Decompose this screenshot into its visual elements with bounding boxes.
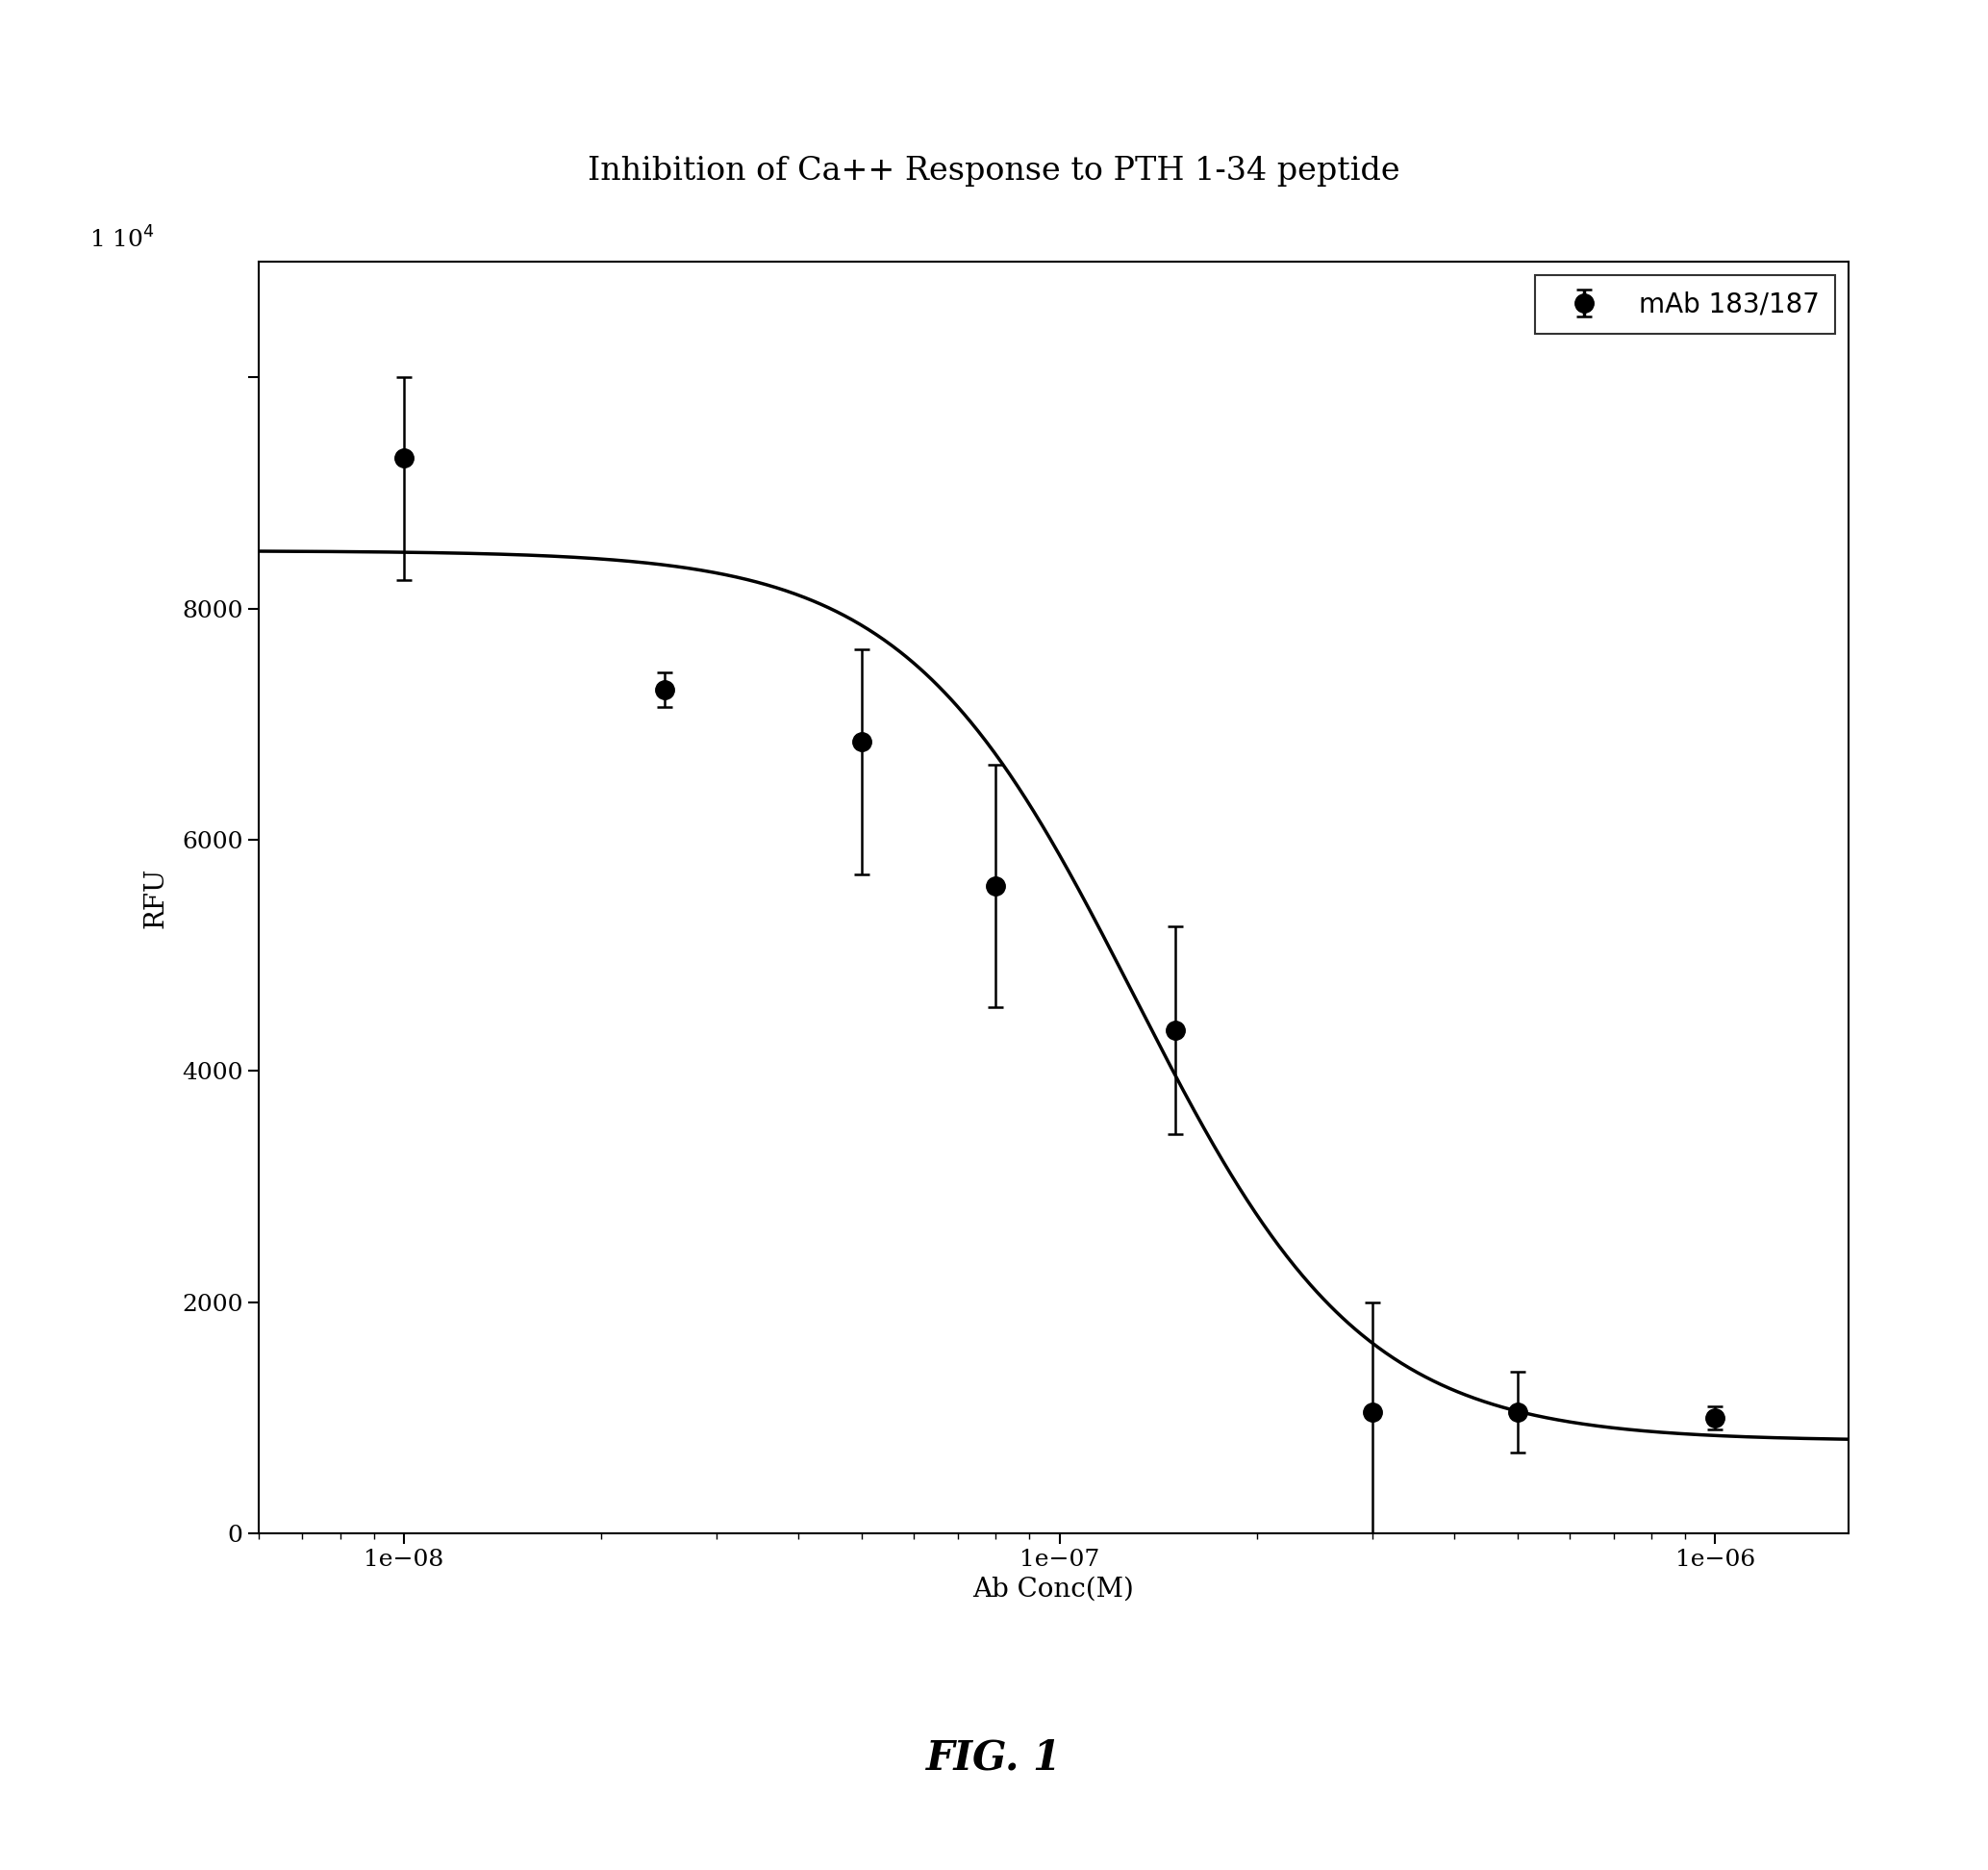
Text: FIG. 1: FIG. 1 xyxy=(926,1737,1062,1778)
Y-axis label: RFU: RFU xyxy=(143,868,169,928)
Legend: mAb 183/187: mAb 183/187 xyxy=(1535,275,1835,335)
Text: 1 10$^4$: 1 10$^4$ xyxy=(89,226,155,252)
Text: Inhibition of Ca++ Response to PTH 1-34 peptide: Inhibition of Ca++ Response to PTH 1-34 … xyxy=(588,157,1400,187)
X-axis label: Ab Conc(M): Ab Conc(M) xyxy=(972,1576,1135,1603)
